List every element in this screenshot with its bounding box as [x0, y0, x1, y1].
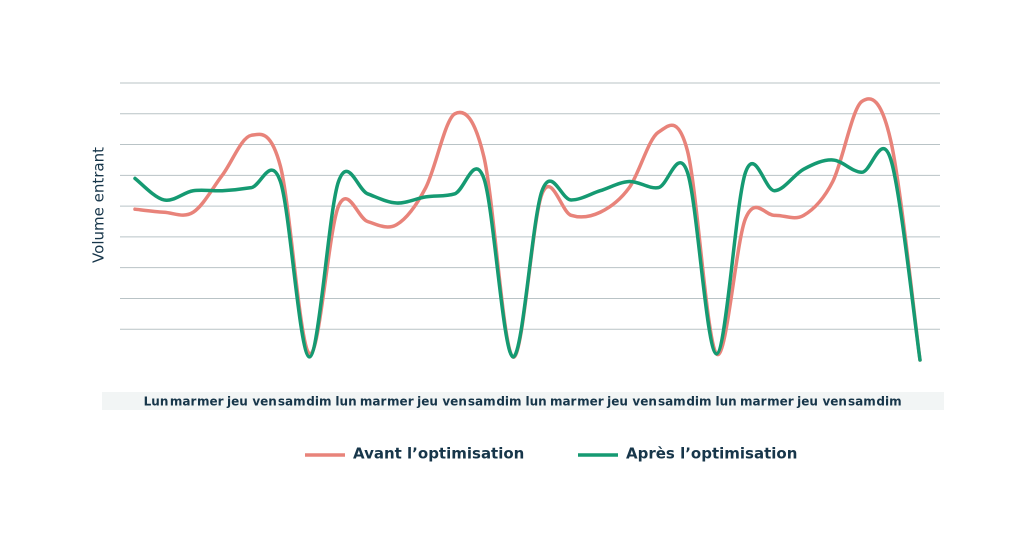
x-tick-label: lun [525, 395, 546, 409]
x-tick-label: sam [278, 395, 306, 409]
x-tick-label: ven [442, 395, 467, 409]
x-axis-band [102, 392, 944, 410]
x-tick-label: sam [848, 395, 876, 409]
x-tick-label: ven [822, 395, 847, 409]
x-tick-label: Lun [144, 395, 169, 409]
x-tick-label: mar [740, 395, 767, 409]
x-tick-label: dim [306, 395, 331, 409]
x-tick-label: mar [360, 395, 387, 409]
legend-label: Avant l’optimisation [353, 445, 524, 463]
x-tick-label: jeu [416, 395, 438, 409]
x-tick-label: ven [252, 395, 277, 409]
x-tick-label: jeu [226, 395, 248, 409]
x-tick-label: mar [170, 395, 197, 409]
x-tick-label: ven [632, 395, 657, 409]
x-tick-label: mer [767, 395, 794, 409]
x-tick-label: jeu [606, 395, 628, 409]
y-axis-label: Volume entrant [90, 147, 108, 263]
x-tick-label: dim [686, 395, 711, 409]
line [133, 97, 922, 362]
x-tick-label: jeu [796, 395, 818, 409]
line [133, 147, 922, 362]
x-tick-label: lun [335, 395, 356, 409]
x-tick-label: mer [197, 395, 224, 409]
x-tick-label: mar [550, 395, 577, 409]
x-tick-label: dim [876, 395, 901, 409]
x-tick-label: sam [468, 395, 496, 409]
x-tick-label: mer [387, 395, 414, 409]
x-tick-label: sam [658, 395, 686, 409]
x-tick-label: dim [496, 395, 521, 409]
legend-label: Après l’optimisation [626, 445, 797, 463]
x-tick-label: mer [577, 395, 604, 409]
x-tick-label: lun [716, 395, 737, 409]
